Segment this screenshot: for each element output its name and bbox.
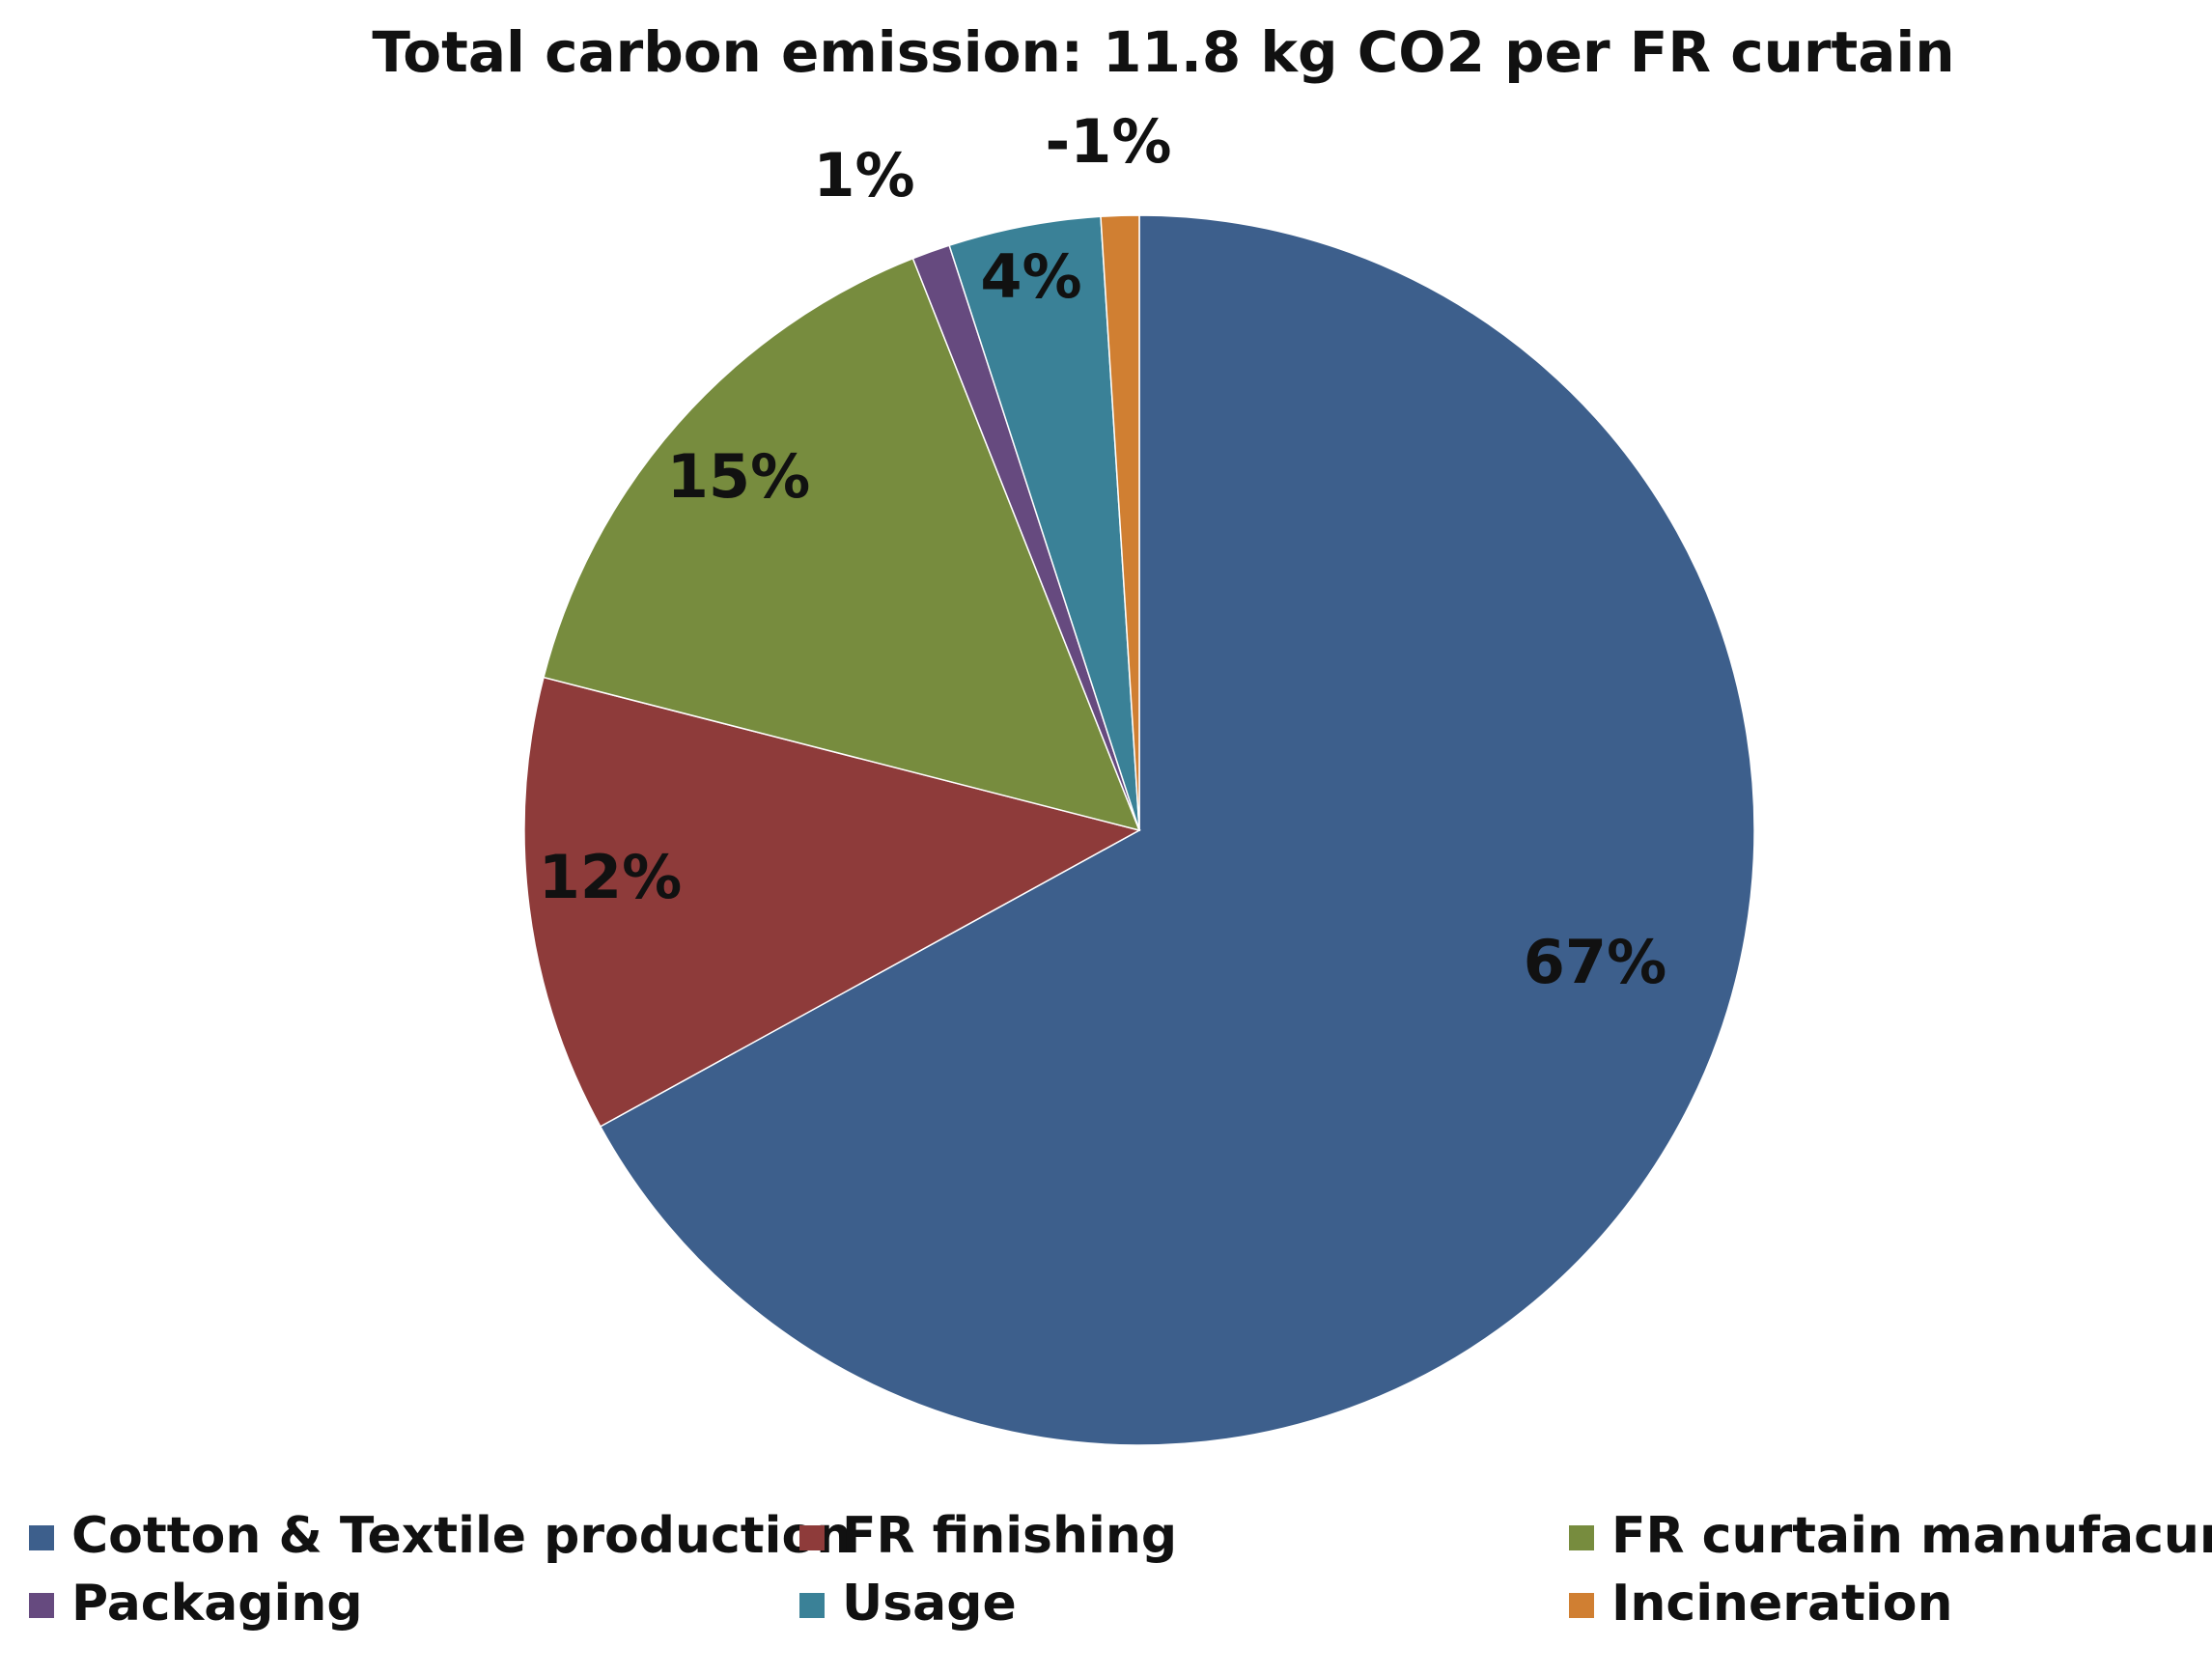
data-label-incineration: -1% bbox=[1046, 106, 1172, 177]
data-label-cotton-textile-production: 67% bbox=[1524, 927, 1666, 997]
legend-swatch bbox=[29, 1525, 54, 1550]
data-label-usage: 4% bbox=[980, 241, 1081, 312]
chart-title: Total carbon emission: 11.8 kg CO2 per F… bbox=[372, 19, 1954, 85]
pie-slice-fr-finishing bbox=[523, 676, 1142, 1128]
legend-item-packaging: Packaging bbox=[29, 1575, 363, 1633]
legend-label: Usage bbox=[842, 1575, 1017, 1633]
legend-item-fr-finishing: FR finishing bbox=[799, 1507, 1177, 1565]
legend-swatch bbox=[29, 1593, 54, 1618]
data-label-packaging: 1% bbox=[813, 140, 914, 210]
pie-slice-cotton-textile-production bbox=[599, 214, 1755, 1446]
legend-label: FR curtain manufacuring bbox=[1611, 1507, 2212, 1565]
legend-swatch bbox=[799, 1525, 825, 1550]
pie-data-labels: 67% 12% 15% 1% 4% -1% bbox=[539, 106, 1666, 997]
data-label-fr-finishing: 12% bbox=[539, 842, 682, 912]
legend-label: Incineration bbox=[1611, 1575, 1952, 1633]
pie-slice-incineration bbox=[1100, 214, 1140, 831]
legend-label: FR finishing bbox=[842, 1507, 1177, 1565]
legend-item-usage: Usage bbox=[799, 1575, 1017, 1633]
legend-label: Cotton & Textile production bbox=[71, 1507, 852, 1565]
legend-item-cotton-textile-production: Cotton & Textile production bbox=[29, 1507, 852, 1565]
pie-slices bbox=[523, 214, 1755, 1446]
legend-swatch bbox=[799, 1593, 825, 1618]
legend-item-fr-curtain-manufacuring: FR curtain manufacuring bbox=[1569, 1507, 2212, 1565]
legend-label: Packaging bbox=[71, 1575, 363, 1633]
data-label-fr-curtain-manufacuring: 15% bbox=[667, 441, 810, 512]
pie-slice-fr-curtain-manufacuring bbox=[543, 257, 1141, 832]
legend-item-incineration: Incineration bbox=[1569, 1575, 1952, 1633]
legend-swatch bbox=[1569, 1525, 1594, 1550]
legend-swatch bbox=[1569, 1593, 1594, 1618]
